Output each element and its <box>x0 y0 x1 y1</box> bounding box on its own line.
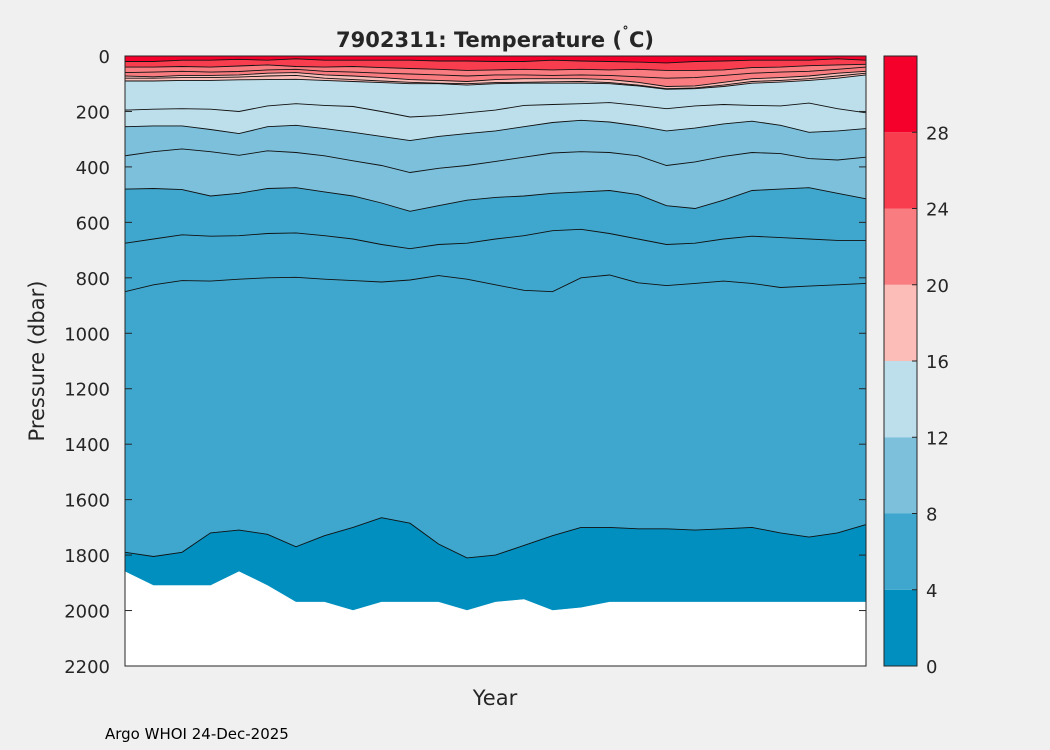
colorbar-tick-label: 24 <box>926 200 949 221</box>
colorbar-tick-label: 4 <box>926 581 937 602</box>
y-tick-label: 2000 <box>64 602 110 623</box>
footer-text: Argo WHOI 24-Dec-2025 <box>105 725 289 743</box>
y-tick-label: 400 <box>76 158 110 179</box>
no-data-area <box>124 571 867 667</box>
colorbar-band-12 <box>884 361 917 438</box>
colorbar-tick-label: 8 <box>926 505 937 526</box>
contour-plot <box>124 55 867 667</box>
y-tick-label: 2200 <box>64 657 110 678</box>
contour-line-18 <box>125 72 867 90</box>
contour-line-22 <box>124 66 867 79</box>
contour-line-20 <box>124 70 867 87</box>
contour-line-24 <box>125 63 867 71</box>
y-tick-label: 800 <box>76 269 110 290</box>
band-4-5 <box>124 274 867 559</box>
contour-line-8 <box>124 187 867 212</box>
contour-line-5 <box>124 274 867 293</box>
colorbar-tick-label: 28 <box>926 123 949 144</box>
y-tick-label: 200 <box>76 102 110 123</box>
colorbar-band-0 <box>884 589 917 666</box>
contour-line-6 <box>124 228 866 250</box>
plot-frame <box>124 55 867 667</box>
y-axis-label: Pressure (dbar) <box>25 281 49 442</box>
colorbar-band-8 <box>884 437 917 514</box>
no-data-region <box>124 571 867 667</box>
y-tick-label: 0 <box>99 47 110 68</box>
colorbar-tick-label: 20 <box>926 276 949 297</box>
colorbar-tick-label: 16 <box>926 352 949 373</box>
colorbar-band-4 <box>884 513 917 590</box>
x-axis-label: Year <box>472 686 518 710</box>
colorbar-tick-label: 0 <box>926 657 937 678</box>
colorbar-band-24 <box>884 132 917 209</box>
colorbar-band-28 <box>884 56 917 133</box>
colorbar-band-20 <box>884 208 917 285</box>
contour-line-12 <box>124 119 867 142</box>
y-axis: 0 200 400 600 800 1000 1200 1400 1600 1800 2000 220… <box>64 47 866 678</box>
chart-title: 7902311: Temperature (˚C) <box>336 25 654 52</box>
contour-lines <box>124 58 867 559</box>
y-tick-label: 1800 <box>64 546 110 567</box>
y-tick-label: 1000 <box>64 324 110 345</box>
contour-line-4 <box>124 517 867 559</box>
y-tick-label: 1200 <box>64 380 110 401</box>
contour-line-14 <box>124 102 867 118</box>
colorbar-tick-label: 12 <box>926 428 949 449</box>
colorbar-band-16 <box>884 284 917 361</box>
y-tick-label: 1600 <box>64 491 110 512</box>
contour-line-16 <box>125 74 867 90</box>
contour-line-26 <box>125 58 867 64</box>
y-tick-label: 600 <box>76 213 110 234</box>
contour-line-10 <box>124 148 867 173</box>
colorbar: 0 4 8 12 16 20 24 28 <box>883 55 949 678</box>
y-tick-label: 1400 <box>64 435 110 456</box>
